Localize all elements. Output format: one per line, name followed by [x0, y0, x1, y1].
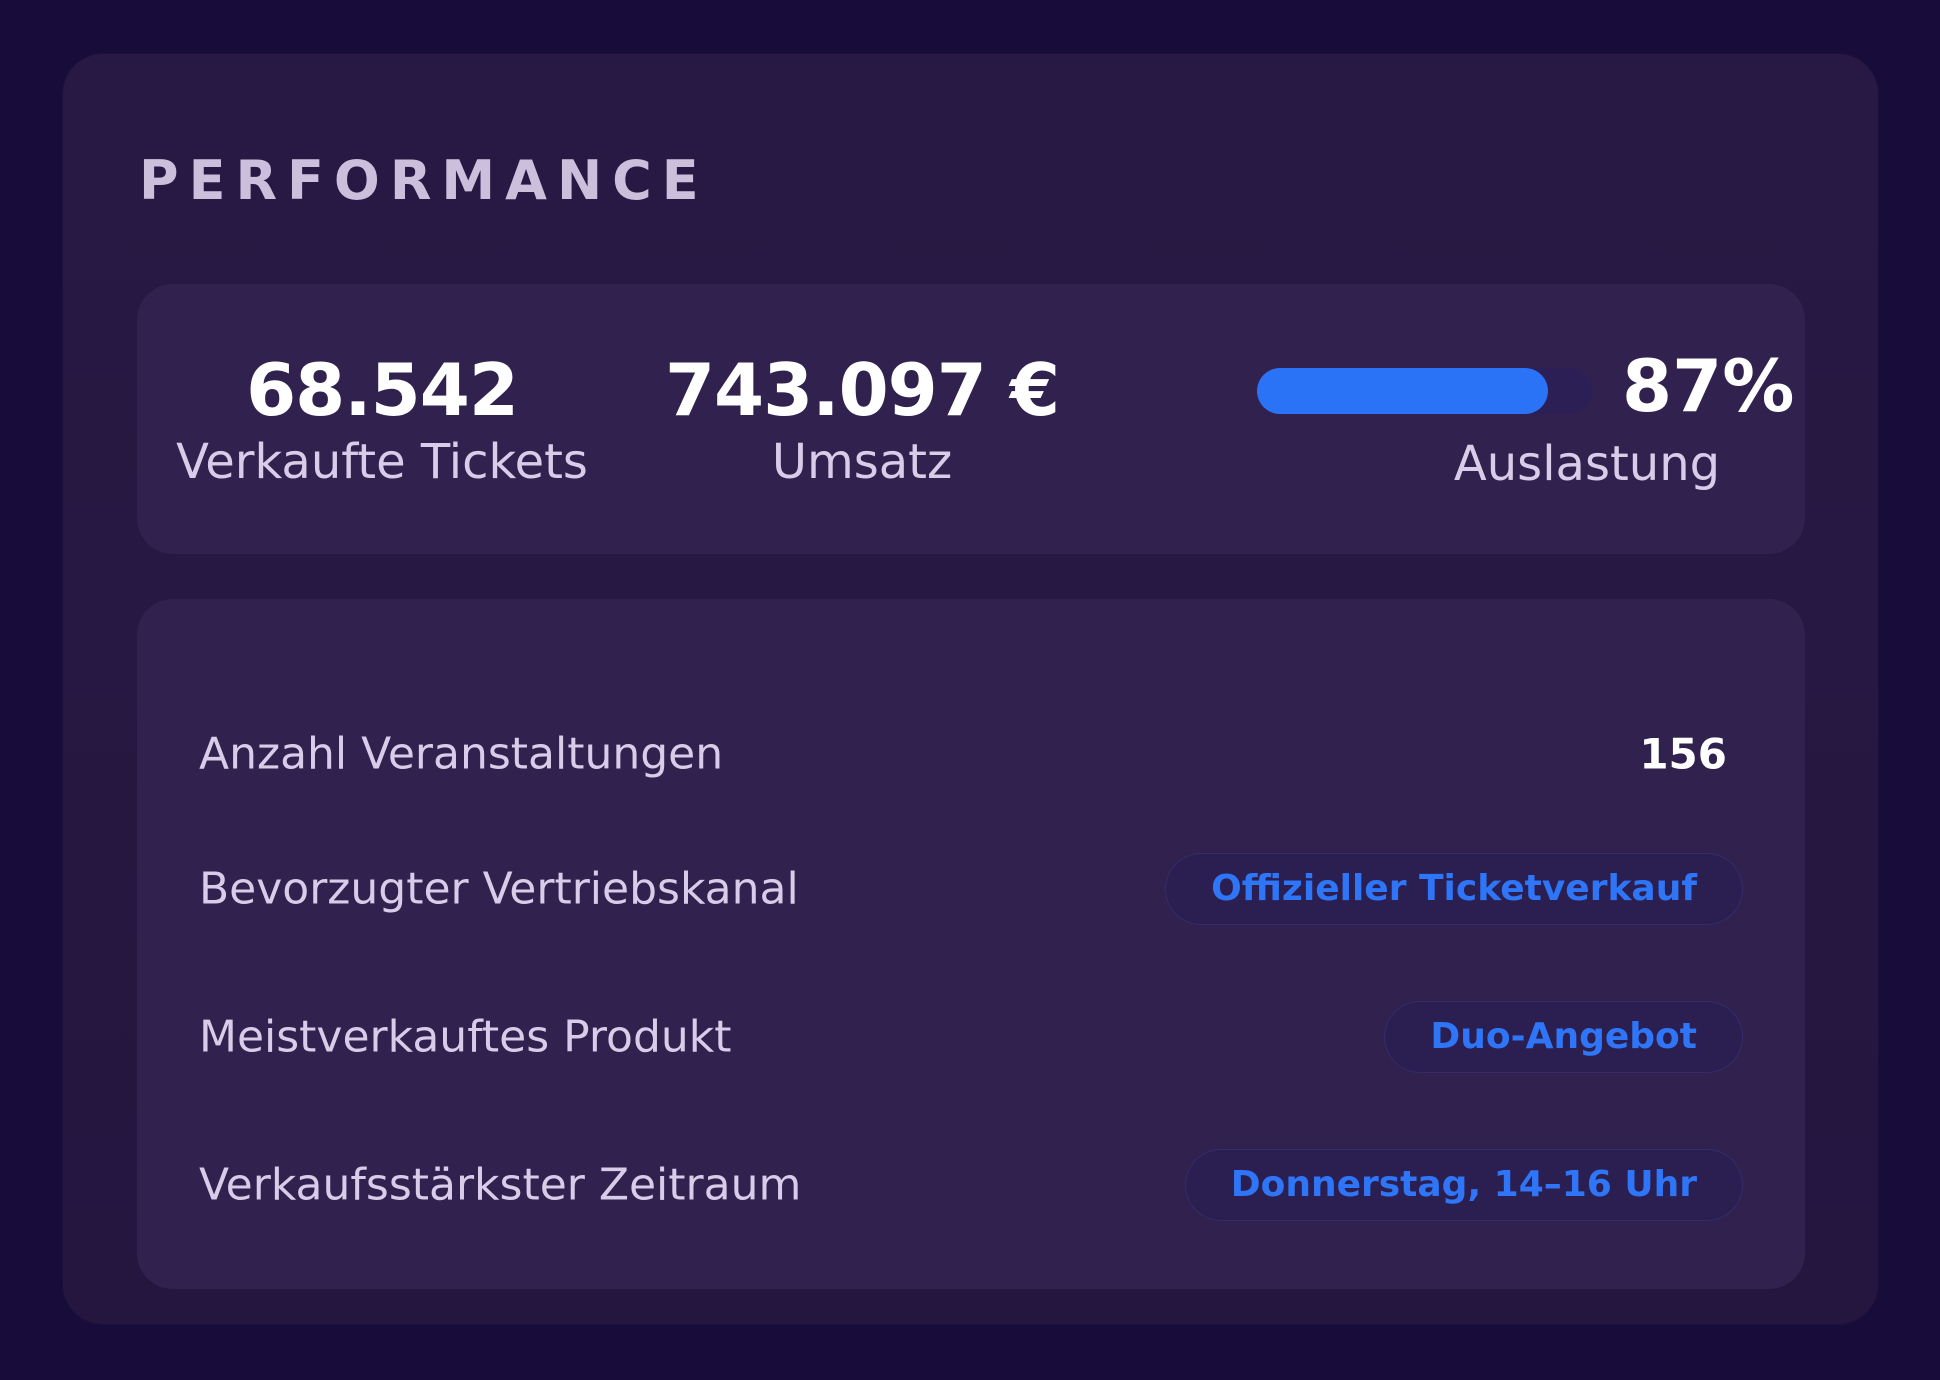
revenue-value: 743.097 € — [664, 348, 1060, 432]
top-product-badge: Duo-Angebot — [1384, 1001, 1743, 1073]
stat-utilization: 87% Auslastung — [1257, 346, 1797, 516]
detail-row-product: Meistverkauftes Produkt Duo-Angebot — [137, 997, 1805, 1077]
revenue-label: Umsatz — [771, 434, 953, 490]
utilization-label: Auslastung — [1453, 436, 1721, 492]
events-count-label: Anzahl Veranstaltungen — [199, 728, 724, 780]
stat-revenue: 743.097 € Umsatz — [627, 354, 1097, 486]
stats-panel: 68.542 Verkaufte Tickets 743.097 € Umsat… — [137, 284, 1805, 554]
preferred-channel-label: Bevorzugter Vertriebskanal — [199, 863, 799, 915]
tickets-sold-label: Verkaufte Tickets — [176, 434, 588, 490]
stat-tickets-sold: 68.542 Verkaufte Tickets — [137, 354, 627, 486]
events-count-value: 156 — [1639, 729, 1727, 779]
detail-row-channel: Bevorzugter Vertriebskanal Offizieller T… — [137, 849, 1805, 929]
detail-row-events: Anzahl Veranstaltungen 156 — [137, 714, 1805, 794]
utilization-progress-bar — [1257, 368, 1592, 414]
utilization-progress-fill — [1257, 368, 1549, 414]
performance-card: PERFORMANCE 68.542 Verkaufte Tickets 743… — [63, 54, 1878, 1324]
top-product-label: Meistverkauftes Produkt — [199, 1011, 732, 1063]
top-period-badge: Donnerstag, 14–16 Uhr — [1184, 1149, 1743, 1221]
preferred-channel-badge: Offizieller Ticketverkauf — [1165, 853, 1743, 925]
section-title: PERFORMANCE — [139, 149, 709, 212]
top-period-label: Verkaufsstärkster Zeitraum — [199, 1159, 802, 1211]
detail-row-period: Verkaufsstärkster Zeitraum Donnerstag, 1… — [137, 1145, 1805, 1225]
utilization-value: 87% — [1622, 344, 1795, 428]
details-panel: Anzahl Veranstaltungen 156 Bevorzugter V… — [137, 599, 1805, 1289]
tickets-sold-value: 68.542 — [246, 348, 519, 432]
